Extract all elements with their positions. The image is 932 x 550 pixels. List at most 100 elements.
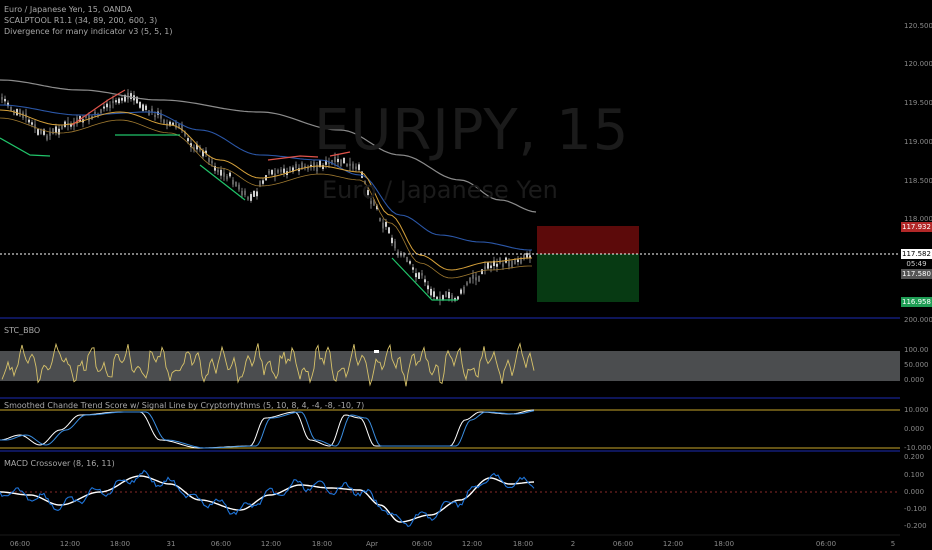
candle-body — [184, 131, 186, 136]
candle-body — [229, 172, 231, 177]
candle-body — [262, 180, 264, 184]
candle-body — [361, 171, 363, 178]
candle-body — [112, 100, 114, 104]
candle-body — [496, 263, 498, 267]
candle-body — [139, 102, 141, 108]
indicator-scalptool[interactable]: SCALPTOOL R1.1 (34, 89, 200, 600, 3) — [4, 16, 158, 25]
candle-body — [253, 190, 255, 197]
time-label: 18:00 — [512, 540, 534, 548]
candle-body — [424, 279, 426, 283]
candle-body — [259, 181, 261, 187]
stc-tick: 50.000 — [904, 361, 929, 369]
trend-tick: -10.000 — [904, 444, 932, 452]
candle-body — [445, 291, 447, 298]
candle-body — [415, 273, 417, 278]
candle-body — [391, 237, 393, 244]
candle-body — [427, 285, 429, 290]
candle-body — [256, 191, 258, 197]
candle-body — [208, 158, 210, 162]
time-label: 06:00 — [9, 540, 31, 548]
stc-tick: 200.000 — [904, 316, 932, 324]
candle-body — [199, 146, 201, 151]
candle-body — [388, 227, 390, 234]
time-label: 2 — [570, 540, 576, 548]
candle-body — [118, 98, 120, 104]
candle-body — [283, 168, 285, 173]
candle-body — [316, 164, 318, 172]
macd-tick: 0.000 — [904, 488, 925, 496]
candle-body — [241, 190, 243, 196]
last-price-tag: 117.582 — [901, 249, 932, 259]
candle-body — [514, 258, 516, 265]
candle-body — [511, 260, 513, 267]
candle-body — [340, 159, 342, 166]
candle-body — [190, 143, 192, 148]
candle-body — [355, 166, 357, 169]
price-tick: 120.500 — [904, 22, 932, 30]
price-tick: 120.000 — [904, 60, 932, 68]
candle-body — [484, 266, 486, 270]
candle-body — [529, 255, 531, 258]
trend-score-line — [0, 409, 535, 449]
candle-body — [160, 113, 162, 119]
indicator-divergence[interactable]: Divergence for many indicator v3 (5, 5, … — [4, 27, 173, 36]
candle-body — [280, 169, 282, 172]
candle-body — [436, 296, 438, 300]
macd-pane-title[interactable]: MACD Crossover (8, 16, 11) — [4, 459, 115, 468]
candle-body — [349, 163, 351, 166]
bar-countdown-tag: 05:49 — [901, 259, 932, 269]
time-label: 18:00 — [109, 540, 131, 548]
candle-body — [250, 194, 252, 201]
candle-body — [43, 129, 45, 135]
time-label: 12:00 — [461, 540, 483, 548]
take-profit-zone — [537, 254, 639, 302]
candle-body — [70, 124, 72, 127]
candle-body — [46, 135, 48, 140]
candle-body — [205, 150, 207, 154]
candle-body — [304, 165, 306, 168]
candle-body — [403, 253, 405, 257]
candle-body — [88, 115, 90, 122]
candle-body — [94, 111, 96, 116]
candle-body — [418, 272, 420, 279]
candle-body — [526, 253, 528, 258]
macd-tick: 0.200 — [904, 453, 925, 461]
candle-body — [178, 124, 180, 128]
bearish-divergence-line — [267, 155, 319, 161]
bullish-divergence-line — [391, 257, 458, 301]
candle-body — [274, 173, 276, 176]
candle-body — [364, 181, 366, 184]
candle-body — [31, 122, 33, 125]
candle-body — [37, 129, 39, 135]
candle-body — [469, 277, 471, 283]
candle-body — [301, 162, 303, 169]
candle-body — [478, 275, 480, 282]
series-title[interactable]: Euro / Japanese Yen, 15, OANDA — [4, 5, 133, 14]
time-label: Apr — [365, 540, 379, 548]
candle-body — [52, 128, 54, 135]
candle-body — [328, 161, 330, 165]
candle-body — [385, 222, 387, 227]
stc-tick: 100.00 — [904, 346, 929, 354]
price-tick: 118.500 — [904, 177, 932, 185]
candle-body — [238, 184, 240, 190]
stc-pane-title[interactable]: STC_BBO — [4, 326, 41, 335]
candle-body — [247, 197, 249, 200]
candle-body — [295, 163, 297, 168]
candle-body — [55, 126, 57, 133]
candle-body — [490, 265, 492, 269]
candle-body — [487, 262, 489, 269]
candle-body — [211, 160, 213, 164]
candle-body — [409, 261, 411, 264]
candle-body — [28, 119, 30, 123]
candle-body — [502, 263, 504, 267]
bullish-divergence-line — [0, 137, 51, 157]
price-tick: 118.000 — [904, 215, 932, 223]
candle-body — [103, 106, 105, 109]
time-label: 12:00 — [662, 540, 684, 548]
candle-body — [175, 121, 177, 129]
candle-body — [451, 294, 453, 301]
macd-signal-line — [0, 475, 535, 523]
trend-pane-title[interactable]: Smoothed Chande Trend Score w/ Signal Li… — [4, 401, 365, 410]
